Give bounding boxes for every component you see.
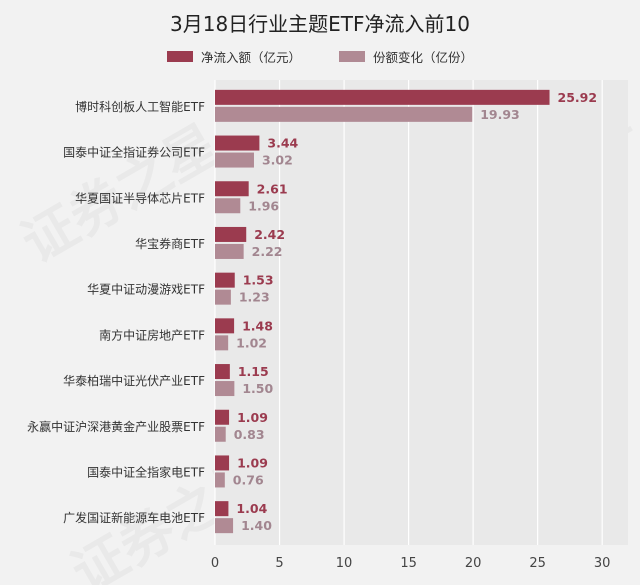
- x-tick-label: 10: [336, 556, 353, 571]
- x-tick-label: 20: [465, 556, 482, 571]
- data-label-share-change: 0.83: [234, 427, 265, 442]
- bar-share-change: [215, 198, 241, 214]
- category-label: 华夏中证动漫游戏ETF: [87, 282, 205, 297]
- bar-share-change: [215, 518, 234, 534]
- bar-share-change: [215, 472, 225, 488]
- x-tick-label: 15: [400, 556, 417, 571]
- bar-inflow: [215, 318, 235, 334]
- data-label-inflow: 2.61: [257, 181, 288, 196]
- bar-inflow: [215, 181, 249, 197]
- bar-share-change: [215, 289, 231, 305]
- bar-inflow: [215, 226, 247, 242]
- bar-inflow: [215, 501, 229, 517]
- category-label: 华宝券商ETF: [135, 236, 205, 251]
- bar-inflow: [215, 135, 260, 151]
- data-label-inflow: 1.48: [242, 318, 273, 333]
- bar-share-change: [215, 243, 244, 259]
- bar-inflow: [215, 364, 230, 380]
- bar-share-change: [215, 381, 235, 397]
- data-label-share-change: 3.02: [262, 153, 293, 168]
- x-tick-label: 25: [529, 556, 546, 571]
- data-label-share-change: 1.23: [239, 290, 270, 305]
- legend-swatch-inflow: [166, 51, 193, 62]
- category-label: 国泰中证全指家电ETF: [87, 464, 205, 479]
- legend-swatch-share-change: [339, 51, 365, 62]
- legend-label-share-change: 份额变化（亿份）: [373, 50, 474, 65]
- data-label-inflow: 3.44: [267, 136, 298, 151]
- data-label-inflow: 1.09: [237, 455, 268, 470]
- data-label-share-change: 1.40: [241, 518, 272, 533]
- data-label-inflow: 2.42: [254, 227, 285, 242]
- data-label-share-change: 1.96: [248, 198, 279, 213]
- data-label-share-change: 1.50: [242, 381, 273, 396]
- category-label: 博时科创板人工智能ETF: [75, 99, 205, 114]
- bar-share-change: [215, 152, 254, 168]
- bar-inflow: [215, 409, 230, 425]
- chart-legend: 净流入额（亿元） 份额变化（亿份）: [0, 47, 640, 66]
- bar-inflow: [215, 455, 230, 471]
- x-tick-label: 30: [594, 556, 611, 571]
- data-label-share-change: 2.22: [252, 244, 283, 259]
- data-label-share-change: 19.93: [480, 107, 520, 122]
- data-label-share-change: 1.02: [236, 335, 267, 350]
- x-tick-label: 0: [211, 556, 219, 571]
- bar-inflow: [215, 89, 550, 105]
- category-label: 华泰柏瑞中证光伏产业ETF: [63, 373, 205, 388]
- x-tick-label: 5: [275, 556, 283, 571]
- category-label: 广发国证新能源车电池ETF: [63, 510, 205, 525]
- legend-item-share-change: 份额变化（亿份）: [339, 47, 473, 66]
- category-label: 永赢中证沪深港黄金产业股票ETF: [27, 419, 205, 434]
- data-label-inflow: 1.04: [236, 501, 267, 516]
- chart-title: 3月18日行业主题ETF净流入前10: [170, 12, 470, 36]
- data-label-inflow: 1.53: [243, 273, 274, 288]
- bar-inflow: [215, 272, 235, 288]
- data-label-inflow: 1.15: [238, 364, 269, 379]
- data-label-inflow: 1.09: [237, 410, 268, 425]
- bar-share-change: [215, 335, 229, 351]
- category-label: 南方中证房地产ETF: [99, 327, 205, 342]
- bar-share-change: [215, 106, 473, 122]
- category-label: 国泰中证全指证券公司ETF: [63, 145, 205, 160]
- bar-share-change: [215, 426, 226, 442]
- legend-item-inflow: 净流入额（亿元）: [166, 47, 301, 66]
- data-label-inflow: 25.92: [558, 90, 598, 105]
- plot-area: [215, 80, 628, 545]
- data-label-share-change: 0.76: [233, 472, 264, 487]
- category-label: 华夏国证半导体芯片ETF: [75, 191, 205, 205]
- legend-label-inflow: 净流入额（亿元）: [200, 50, 301, 65]
